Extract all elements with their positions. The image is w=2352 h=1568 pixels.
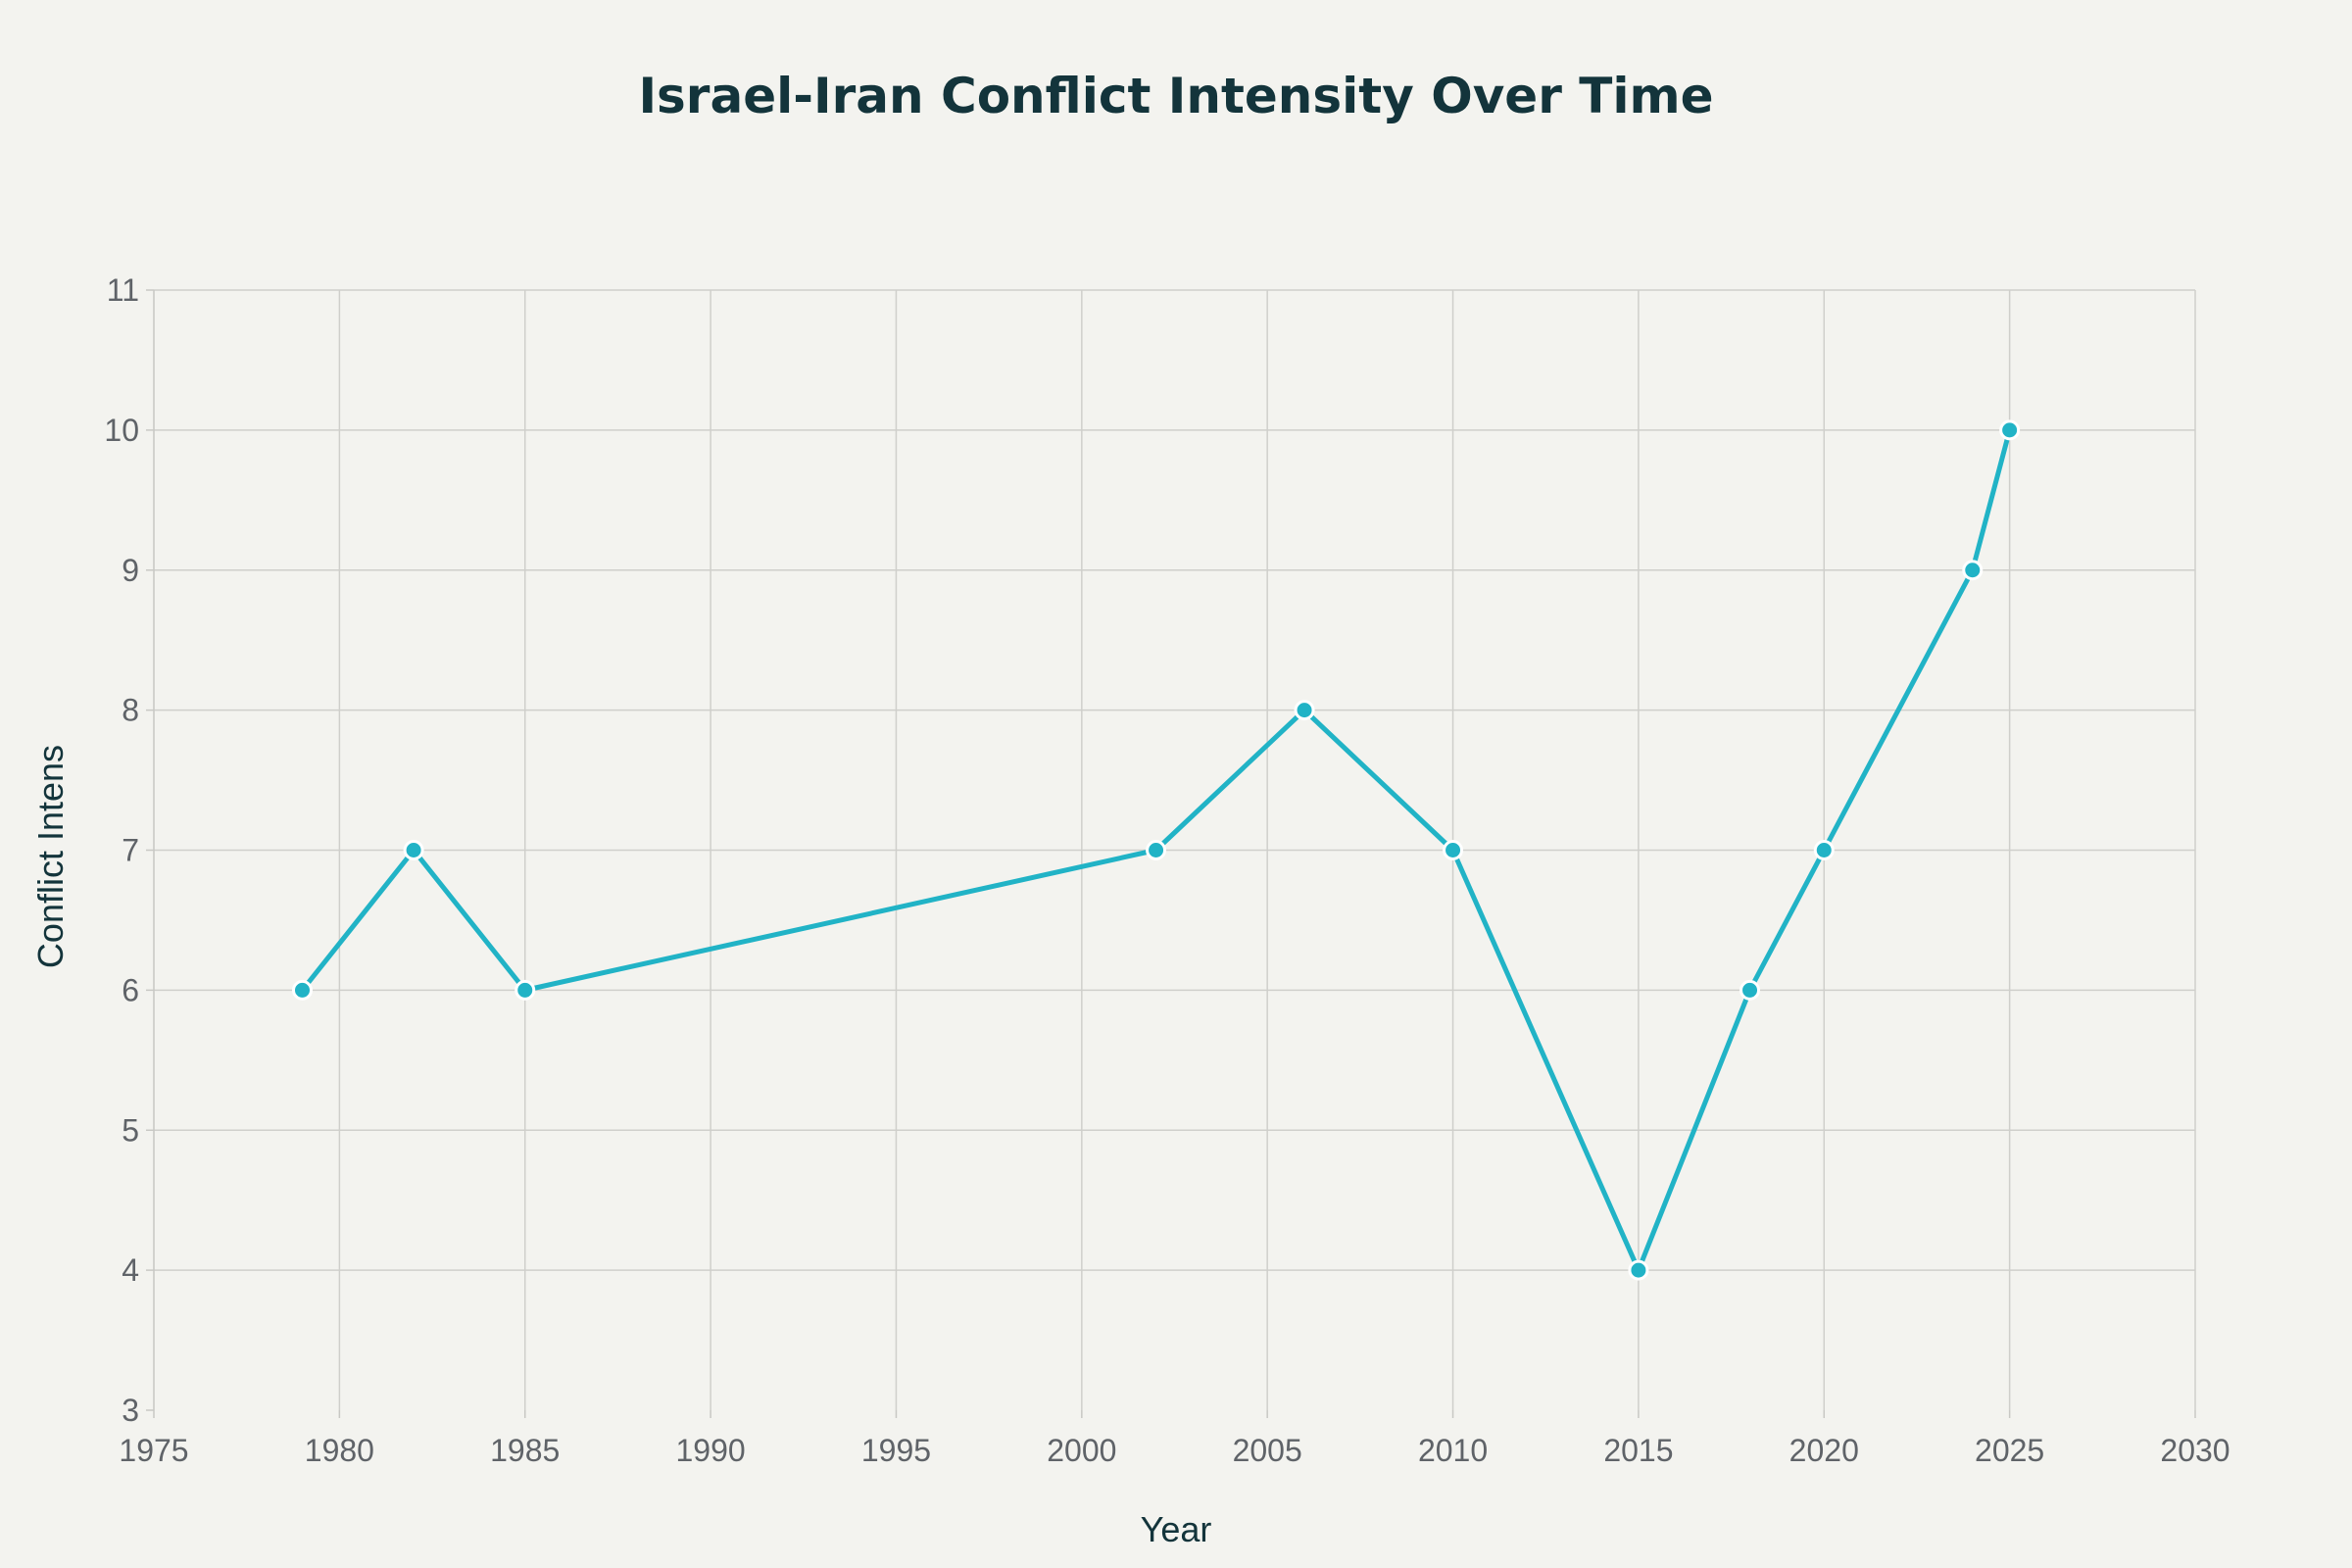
y-tick-label: 9 xyxy=(122,553,139,588)
x-tick-label: 2005 xyxy=(1233,1433,1302,1468)
y-tick-label: 3 xyxy=(122,1393,139,1428)
y-tick-label: 7 xyxy=(122,833,139,868)
grid-layer xyxy=(154,289,2196,1410)
chart-title: Israel-Iran Conflict Intensity Over Time xyxy=(638,68,1713,124)
x-tick-label: 2025 xyxy=(1975,1433,2044,1468)
x-tick-label: 1980 xyxy=(305,1433,374,1468)
y-axis-title: Conflict Intens xyxy=(30,745,71,968)
y-tick-label: 5 xyxy=(122,1112,139,1148)
y-tick-label: 10 xyxy=(104,413,139,448)
data-point[interactable] xyxy=(403,840,424,860)
y-tick-label: 6 xyxy=(122,972,139,1007)
x-tick-label: 2000 xyxy=(1047,1433,1116,1468)
axis-layer: 1975 1980 1985 1990 1995 2000 2005 2010 2015 2020… xyxy=(104,272,2230,1468)
data-point[interactable] xyxy=(1813,840,1835,860)
data-point[interactable] xyxy=(1146,840,1167,860)
data-point[interactable] xyxy=(1294,700,1315,721)
data-point[interactable] xyxy=(1628,1259,1649,1281)
x-tick-label: 1985 xyxy=(490,1433,560,1468)
x-tick-label: 2010 xyxy=(1418,1433,1488,1468)
data-point[interactable] xyxy=(1740,979,1761,1001)
y-tick-label: 4 xyxy=(122,1252,139,1288)
x-tick-label: 2030 xyxy=(2160,1433,2230,1468)
y-tick-label: 8 xyxy=(122,693,139,728)
series-layer xyxy=(291,419,2021,1281)
x-axis-title: Year xyxy=(1141,1509,1212,1549)
data-point[interactable] xyxy=(291,979,313,1001)
data-point[interactable] xyxy=(514,979,536,1001)
x-tick-label: 1975 xyxy=(119,1433,188,1468)
data-point[interactable] xyxy=(1962,560,1984,581)
y-tick-label: 11 xyxy=(107,272,139,308)
data-point[interactable] xyxy=(1443,840,1464,860)
data-point[interactable] xyxy=(1999,419,2021,441)
x-tick-label: 2015 xyxy=(1603,1433,1673,1468)
x-tick-label: 2020 xyxy=(1789,1433,1859,1468)
x-tick-label: 1995 xyxy=(861,1433,931,1468)
x-tick-label: 1990 xyxy=(675,1433,745,1468)
